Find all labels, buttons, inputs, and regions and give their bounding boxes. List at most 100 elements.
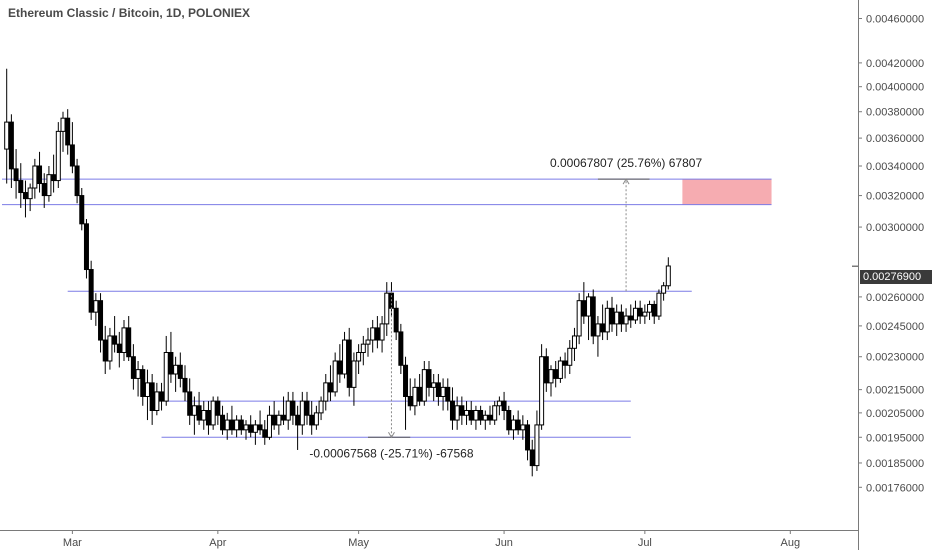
candle-body — [243, 424, 249, 431]
candle-body — [562, 360, 568, 366]
candle-body — [342, 339, 348, 375]
candle-body — [581, 300, 587, 317]
y-tick-label: 0.00460000 — [866, 13, 924, 25]
x-tick-label: Apr — [209, 537, 226, 549]
candle-body — [647, 303, 653, 313]
candle-body — [351, 360, 357, 388]
y-tick-label: 0.00320000 — [866, 191, 924, 203]
candle-body — [210, 400, 216, 426]
candle-body — [196, 405, 202, 421]
candle-body — [4, 121, 10, 150]
candle-body — [83, 223, 89, 271]
candle-body — [309, 414, 315, 426]
candle-body — [149, 382, 155, 411]
candle-body — [65, 117, 71, 146]
candle-body — [482, 414, 488, 421]
candle-body — [534, 424, 540, 467]
candle-body — [299, 400, 305, 426]
candle-body — [215, 400, 221, 416]
candle-body — [318, 400, 324, 414]
candle-body — [628, 315, 634, 321]
candle-body — [543, 356, 549, 384]
candle-body — [205, 409, 211, 426]
last-price-tag: 0.00276900 — [860, 270, 932, 284]
candle-body — [600, 323, 606, 333]
candle-body — [661, 285, 667, 294]
x-tick-label: Mar — [63, 537, 82, 549]
candle-body — [266, 414, 272, 438]
candle-body — [229, 419, 235, 431]
candle-body — [412, 386, 418, 407]
candle-body — [393, 307, 399, 333]
candle-body — [98, 300, 104, 341]
candle-body — [177, 364, 183, 379]
candle-body — [69, 144, 75, 167]
candle-body — [459, 405, 465, 416]
candle-body — [60, 117, 66, 132]
candle-body — [576, 300, 582, 337]
candle-body — [468, 409, 474, 421]
candle-body — [201, 409, 207, 421]
measure-label: 0.00067807 (25.76%) 67807 — [550, 156, 702, 170]
candle-body — [487, 414, 493, 421]
candle-body — [220, 414, 226, 431]
candle-body — [421, 369, 427, 402]
x-tick-label: Aug — [781, 537, 801, 549]
candle-body — [370, 327, 376, 341]
candle-body — [130, 356, 136, 379]
candle-body — [548, 369, 554, 384]
candle-body — [163, 351, 169, 402]
candle-body — [252, 424, 258, 433]
candle-body — [323, 382, 329, 402]
candle-body — [88, 269, 94, 313]
measure-label: -0.00067568 (-25.71%) -67568 — [309, 446, 473, 460]
measure-arrow — [388, 432, 395, 439]
candle-body — [520, 424, 526, 431]
candle-body — [135, 369, 141, 379]
candle-body — [8, 121, 14, 170]
candle-body — [656, 292, 662, 317]
candle-body — [290, 400, 296, 416]
candle-body — [365, 339, 371, 345]
candle-body — [496, 400, 502, 407]
candle-body — [360, 343, 366, 353]
candle-body — [426, 369, 432, 388]
y-tick-label: 0.00260000 — [866, 292, 924, 304]
candle-body — [586, 296, 592, 317]
candle-body — [55, 130, 61, 182]
candle-body — [431, 382, 437, 388]
candle-body — [295, 414, 301, 426]
measure-arrow — [622, 178, 630, 185]
candle-body — [614, 311, 620, 325]
candle-body — [182, 377, 188, 393]
candle-body — [642, 311, 648, 317]
candle-body — [285, 400, 291, 421]
candle-body — [107, 335, 113, 362]
candle-body — [346, 339, 352, 388]
candle-body — [37, 165, 43, 185]
candle-body — [121, 327, 127, 353]
candle-body — [417, 386, 423, 402]
candle-body — [126, 327, 132, 358]
y-tick-label: 0.00195000 — [866, 432, 924, 444]
candle-body — [595, 323, 601, 337]
candle-body — [116, 343, 122, 353]
candle-body — [464, 409, 470, 416]
candle-body — [473, 409, 479, 421]
candle-body — [159, 391, 165, 402]
candle-body — [515, 419, 521, 431]
candle-body — [435, 382, 441, 397]
candle-body — [506, 409, 512, 431]
candle-body — [22, 192, 28, 200]
candle-body — [102, 339, 108, 362]
y-tick-label: 0.00300000 — [866, 222, 924, 234]
candle-body — [332, 360, 338, 393]
candle-body — [27, 187, 33, 200]
candle-body — [74, 165, 80, 197]
candle-body — [449, 400, 455, 421]
candle-body — [398, 331, 404, 366]
candle-body — [93, 300, 99, 313]
candle-body — [187, 391, 193, 416]
